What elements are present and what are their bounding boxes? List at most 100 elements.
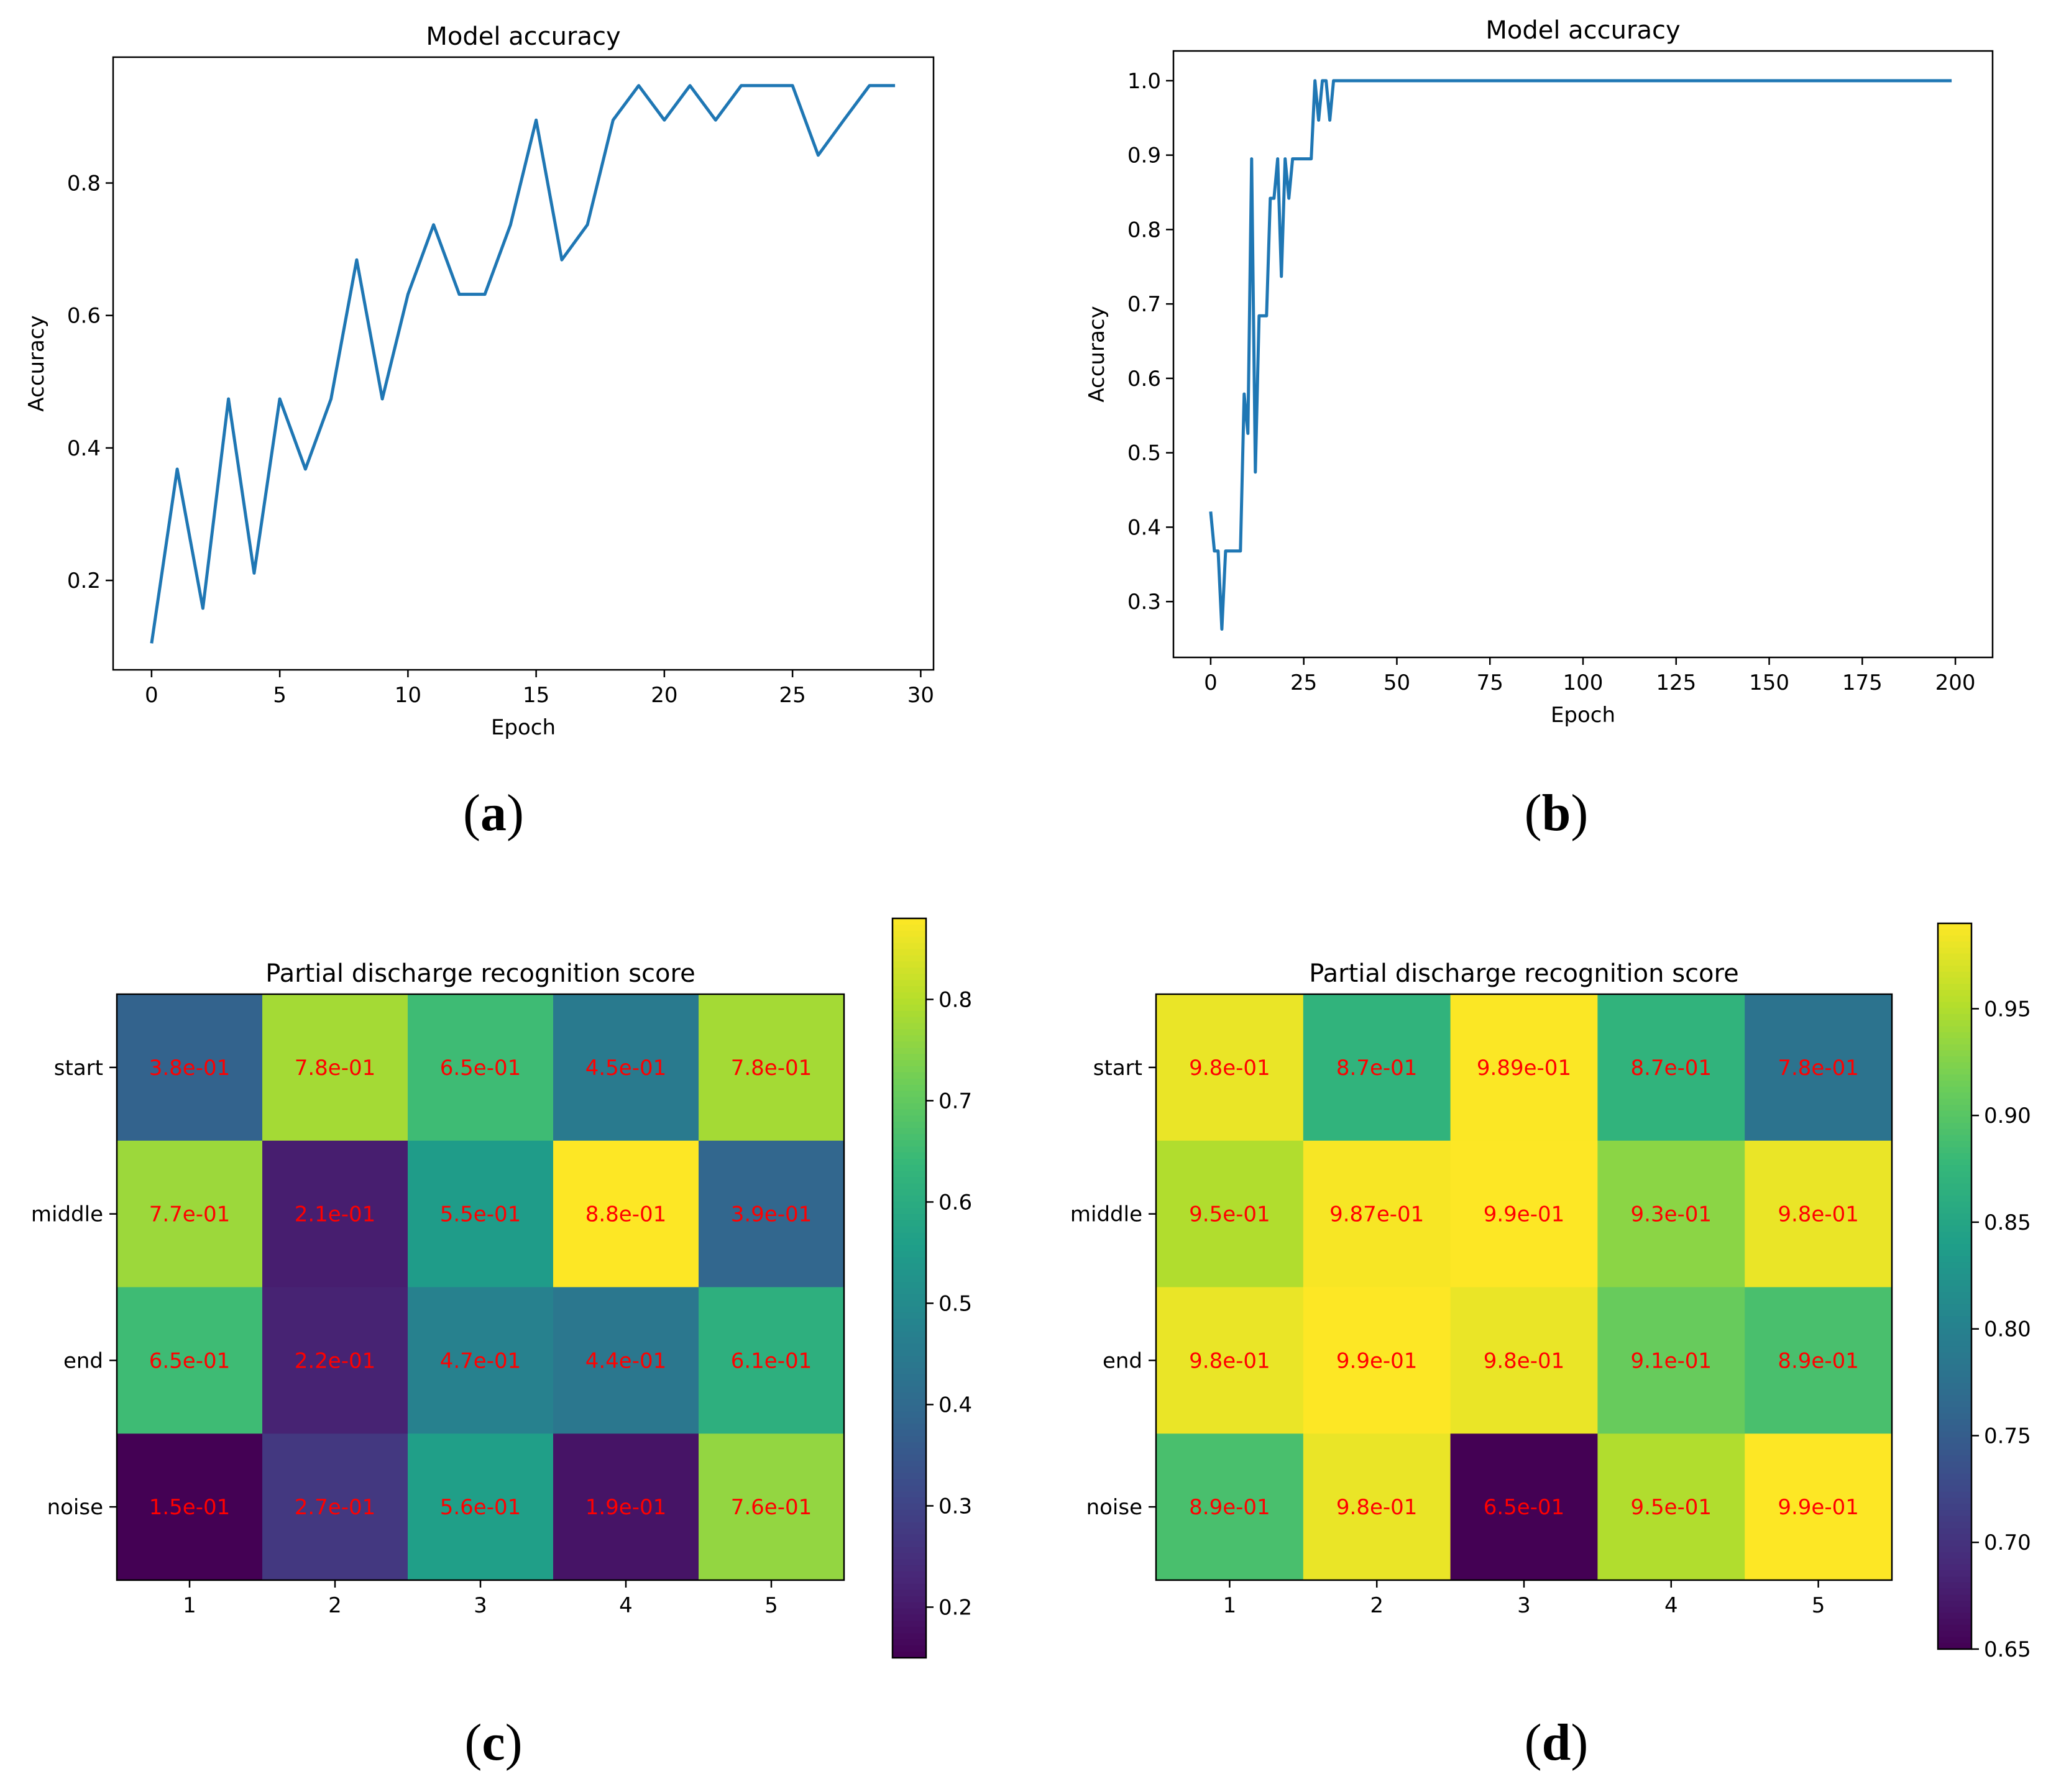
cell-value-label: 9.5e-01 bbox=[1631, 1495, 1712, 1520]
colorbar-segment bbox=[893, 1497, 926, 1504]
colorbar-segment bbox=[1938, 1171, 1971, 1178]
colorbar-segment bbox=[1938, 1014, 1971, 1021]
panel-label-close: ) bbox=[505, 1714, 523, 1771]
y-tick-label: 0.6 bbox=[1127, 367, 1161, 391]
colorbar-segment bbox=[1938, 1110, 1971, 1118]
colorbar-segment bbox=[893, 1589, 926, 1597]
chart-title: Model accuracy bbox=[426, 22, 620, 51]
colorbar-segment bbox=[1938, 1540, 1971, 1547]
cell-value-label: 6.5e-01 bbox=[149, 1348, 231, 1373]
colorbar-segment bbox=[893, 1547, 926, 1554]
cell-value-label: 2.2e-01 bbox=[295, 1348, 376, 1373]
heatmap-cell bbox=[117, 1433, 263, 1581]
heatmap-cell bbox=[699, 994, 845, 1141]
colorbar-segment bbox=[1938, 1455, 1971, 1462]
colorbar-segment bbox=[1938, 1008, 1971, 1015]
colorbar-segment bbox=[1938, 1256, 1971, 1263]
colorbar-segment bbox=[1938, 1443, 1971, 1450]
colorbar-segment bbox=[1938, 1353, 1971, 1360]
colorbar-segment bbox=[893, 1103, 926, 1110]
colorbar-segment bbox=[1938, 1546, 1971, 1553]
colorbar-segment bbox=[1938, 990, 1971, 997]
colorbar-segment bbox=[893, 1645, 926, 1652]
heatmap-cell bbox=[699, 1287, 845, 1434]
colorbar-segment bbox=[1938, 1050, 1971, 1057]
panel-label: (b) bbox=[1525, 784, 1589, 842]
colorbar-segment bbox=[1938, 1601, 1971, 1607]
x-tick-label: 5 bbox=[273, 683, 287, 708]
colorbar-segment bbox=[893, 1072, 926, 1079]
y-tick-label: 0.2 bbox=[67, 569, 101, 593]
colorbar-tick-label: 0.5 bbox=[939, 1291, 972, 1316]
colorbar-segment bbox=[1938, 1588, 1971, 1595]
colorbar-segment bbox=[893, 1066, 926, 1073]
colorbar-segment bbox=[893, 1424, 926, 1430]
colorbar-segment bbox=[893, 1380, 926, 1387]
colorbar-segment bbox=[1938, 1515, 1971, 1523]
colorbar-segment bbox=[893, 1017, 926, 1024]
colorbar-segment bbox=[893, 1023, 926, 1030]
colorbar-segment bbox=[893, 1060, 926, 1067]
colorbar-segment bbox=[893, 1602, 926, 1609]
x-tick-label: 15 bbox=[523, 683, 549, 708]
colorbar-tick-label: 0.4 bbox=[939, 1392, 972, 1417]
colorbar-segment bbox=[1938, 1105, 1971, 1112]
cell-value-label: 4.7e-01 bbox=[440, 1348, 521, 1373]
cell-value-label: 2.7e-01 bbox=[295, 1495, 376, 1520]
heatmap-cell bbox=[1156, 994, 1304, 1141]
colorbar-segment bbox=[893, 1448, 926, 1455]
colorbar-segment bbox=[893, 1090, 926, 1098]
panel-label-open: ( bbox=[1525, 784, 1542, 842]
heatmap-cell bbox=[1303, 994, 1451, 1141]
colorbar-segment bbox=[1938, 1243, 1971, 1251]
cell-value-label: 2.1e-01 bbox=[295, 1202, 376, 1227]
cell-value-label: 6.5e-01 bbox=[1484, 1495, 1565, 1520]
cell-value-label: 9.9e-01 bbox=[1336, 1348, 1418, 1373]
row-label: end bbox=[1103, 1348, 1142, 1373]
colorbar-segment bbox=[893, 1214, 926, 1221]
colorbar-segment bbox=[1938, 1141, 1971, 1148]
cell-value-label: 9.9e-01 bbox=[1484, 1202, 1565, 1227]
accuracy-series-line bbox=[150, 84, 896, 644]
row-label: middle bbox=[31, 1202, 103, 1227]
colorbar-segment bbox=[1938, 929, 1971, 936]
colorbar-segment bbox=[893, 1140, 926, 1147]
colorbar-segment bbox=[893, 1300, 926, 1307]
colorbar-segment bbox=[893, 1331, 926, 1338]
y-tick-label: 0.7 bbox=[1127, 292, 1161, 317]
colorbar-segment bbox=[893, 1115, 926, 1122]
colorbar-segment bbox=[1938, 1316, 1971, 1323]
colorbar-segment bbox=[1938, 1413, 1971, 1420]
colorbar-segment bbox=[1938, 1002, 1971, 1008]
colorbar-segment bbox=[1938, 1582, 1971, 1589]
cell-value-label: 9.8e-01 bbox=[1336, 1495, 1418, 1520]
cell-value-label: 3.8e-01 bbox=[149, 1056, 231, 1081]
row-label: noise bbox=[47, 1495, 103, 1520]
colorbar-segment bbox=[893, 961, 926, 968]
cell-value-label: 9.8e-01 bbox=[1484, 1348, 1565, 1373]
colorbar-segment bbox=[1938, 1298, 1971, 1305]
heatmap-cell bbox=[117, 1140, 263, 1287]
colorbar-segment bbox=[1938, 984, 1971, 990]
colorbar-segment bbox=[893, 1078, 926, 1086]
cell-value-label: 9.1e-01 bbox=[1631, 1348, 1712, 1373]
cell-value-label: 1.9e-01 bbox=[585, 1495, 667, 1520]
colorbar-segment bbox=[893, 1350, 926, 1356]
cell-value-label: 5.6e-01 bbox=[440, 1495, 521, 1520]
colorbar-tick-label: 0.80 bbox=[1984, 1317, 2031, 1342]
cell-value-label: 4.4e-01 bbox=[585, 1348, 667, 1373]
y-tick-label: 0.5 bbox=[1127, 441, 1161, 466]
panel-d: 9.8e-01 8.7e-01 9.89e-01 8.7e-01 7.8e-01 9.5e… bbox=[1070, 922, 2031, 1662]
plot-frame bbox=[1172, 50, 1994, 659]
colorbar-segment bbox=[1938, 1081, 1971, 1087]
colorbar-segment bbox=[893, 1251, 926, 1258]
heatmap-cell bbox=[408, 1433, 554, 1581]
cell-value-label: 9.9e-01 bbox=[1778, 1495, 1859, 1520]
heatmap-cell bbox=[699, 1433, 845, 1581]
colorbar-segment bbox=[893, 998, 926, 1005]
colorbar-segment bbox=[893, 1146, 926, 1153]
x-tick-label: 0 bbox=[1204, 670, 1218, 695]
colorbar-frame bbox=[1937, 922, 1973, 1650]
colorbar-segment bbox=[893, 1337, 926, 1344]
colorbar: 0.2 0.3 0.4 0.5 0.6 0.7 0.8 bbox=[891, 917, 972, 1659]
